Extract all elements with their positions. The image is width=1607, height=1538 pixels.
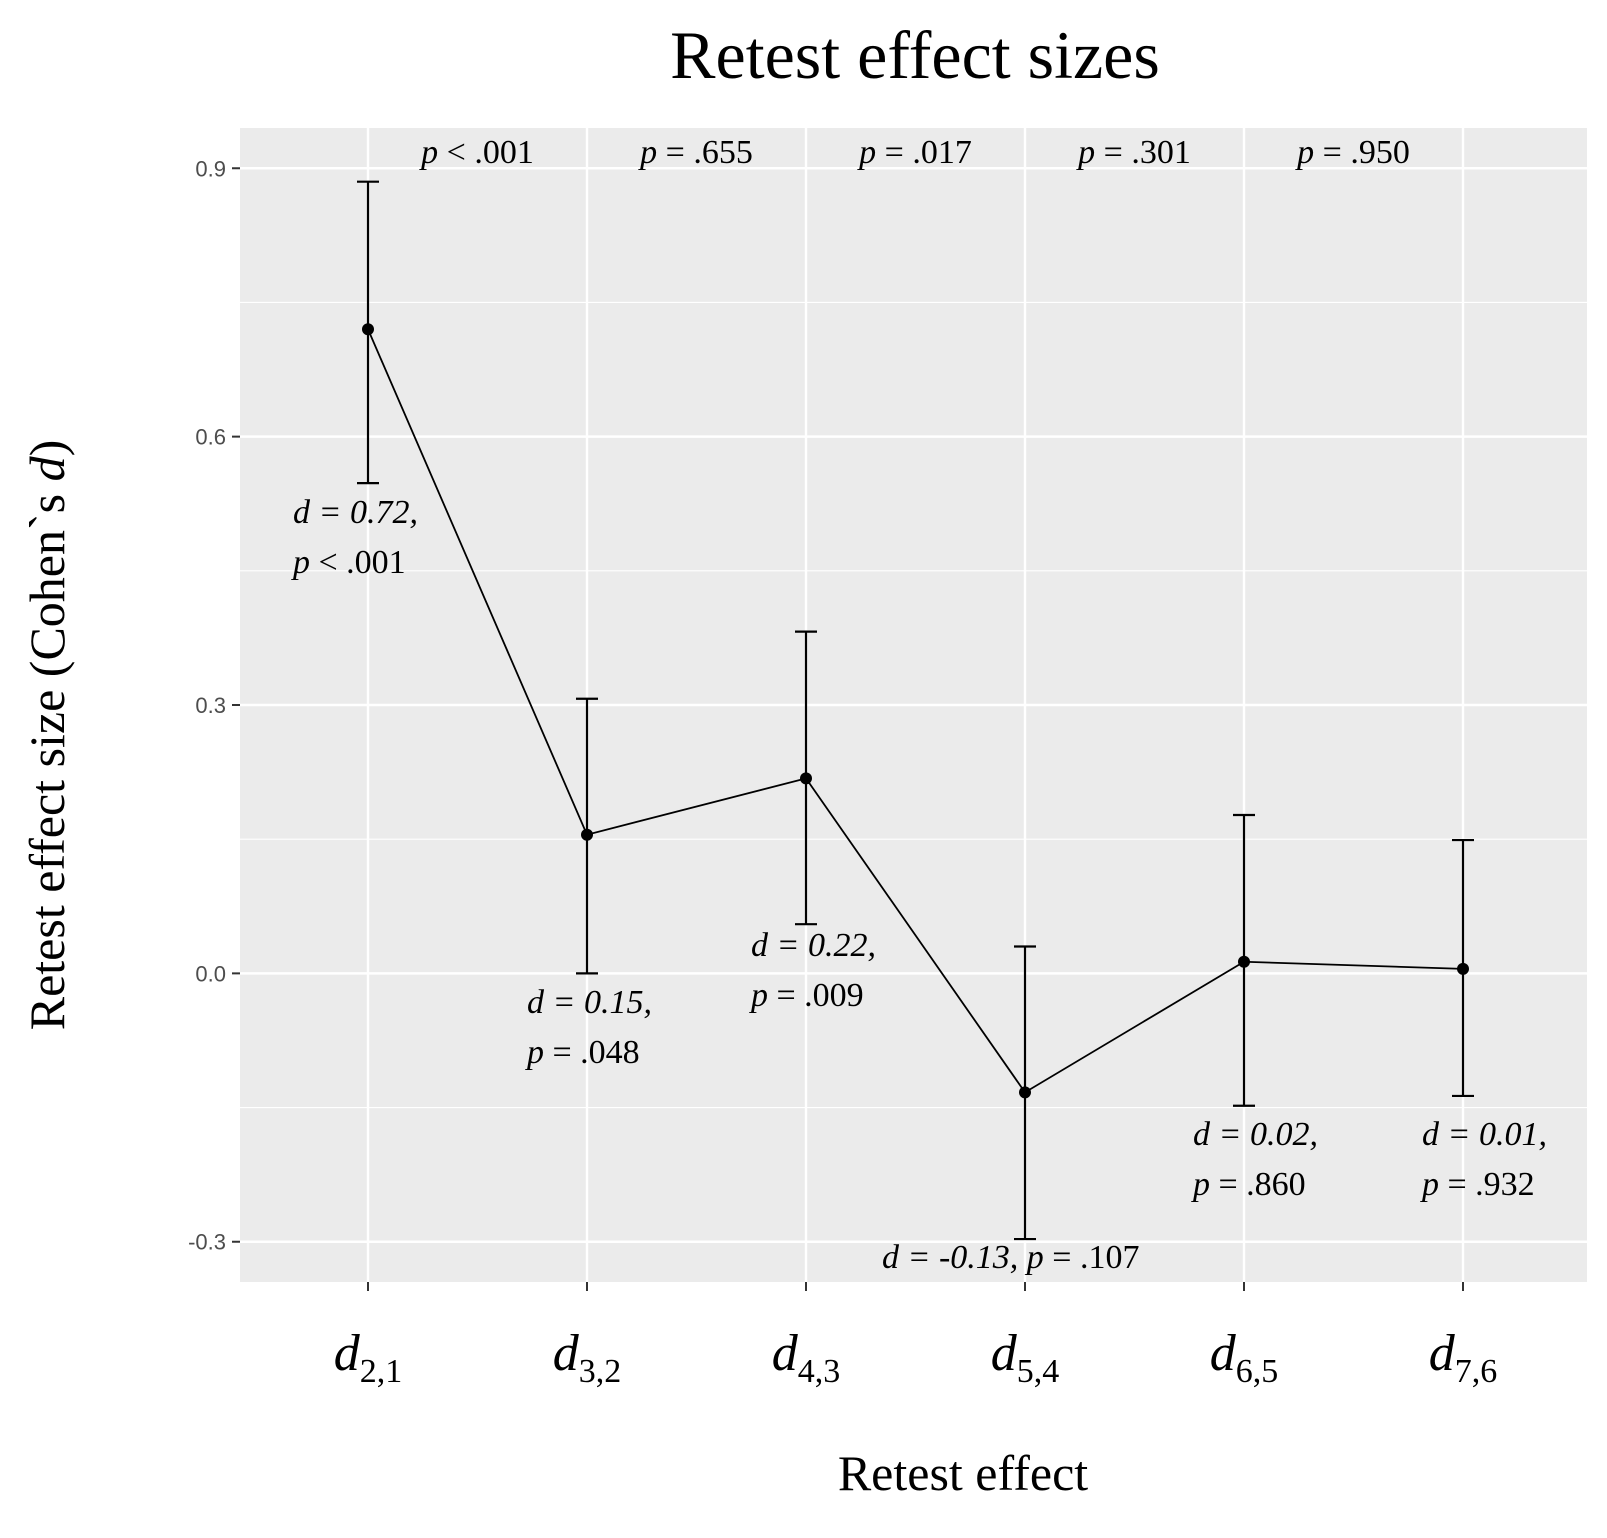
point-annotation: d = 0.22, p = .009 bbox=[749, 927, 876, 1014]
data-point bbox=[1457, 962, 1469, 975]
chart-title: Retest effect sizes bbox=[670, 17, 1160, 93]
comparison-label: p = .017 bbox=[857, 134, 972, 171]
point-annotation-d: d = 0.72, bbox=[293, 494, 418, 531]
point-annotation-p: p = .932 bbox=[1420, 1166, 1535, 1203]
point-annotation: d = 0.15, p = .048 bbox=[525, 984, 652, 1071]
data-point bbox=[1238, 955, 1250, 968]
point-annotation-p: p = .048 bbox=[525, 1034, 640, 1071]
data-point bbox=[362, 323, 374, 336]
y-axis-title: Retest effect size (Cohen`s d) bbox=[19, 440, 75, 1031]
x-tick-label: d2,1 bbox=[334, 1325, 403, 1390]
x-tick-label: d3,2 bbox=[553, 1325, 622, 1390]
series-line bbox=[367, 328, 1464, 1094]
data-points bbox=[362, 323, 1469, 1099]
x-tick-label: d4,3 bbox=[772, 1325, 841, 1390]
y-tick-label: 0.9 bbox=[195, 156, 226, 181]
point-annotation-p: p < .001 bbox=[291, 544, 406, 581]
point-annotation-p: p = .009 bbox=[749, 977, 864, 1014]
x-tick-label: d5,4 bbox=[991, 1325, 1060, 1390]
point-annotation-p: p = .860 bbox=[1191, 1166, 1306, 1203]
data-point bbox=[800, 772, 812, 785]
point-annotation: d = 0.02, p = .860 bbox=[1191, 1116, 1318, 1203]
comparison-label: p < .001 bbox=[419, 134, 534, 171]
data-point bbox=[1019, 1086, 1031, 1099]
series-line-group bbox=[367, 328, 1464, 1094]
comparison-label: p = .301 bbox=[1076, 134, 1191, 171]
y-tick-label: 0.6 bbox=[195, 425, 226, 450]
point-annotation-d: d = 0.15, bbox=[527, 984, 652, 1021]
point-annotation-d: d = 0.01, bbox=[1422, 1116, 1547, 1153]
point-annotation-d: d = 0.22, bbox=[751, 927, 876, 964]
axes: -0.3 0.0 0.3 0.6 0.9 d2,1 d3,2 d4,3 d5,4 d6,5 d7,6 bbox=[188, 156, 1497, 1390]
x-tick-label: d6,5 bbox=[1210, 1325, 1279, 1390]
x-axis-title: Retest effect bbox=[838, 1445, 1088, 1501]
y-tick-label: -0.3 bbox=[188, 1230, 226, 1255]
comparison-label: p = .655 bbox=[638, 134, 753, 171]
point-annotation-d: d = -0.13, p = .107 bbox=[882, 1239, 1139, 1276]
comparison-annotations: p < .001 p = .655 p = .017 p = .301 p = .950 bbox=[419, 134, 1410, 171]
y-tick-label: 0.0 bbox=[195, 961, 226, 986]
point-annotation: d = -0.13, p = .107 bbox=[882, 1239, 1139, 1276]
y-axis-title-italic: d bbox=[19, 455, 75, 481]
point-annotation: d = 0.01, p = .932 bbox=[1420, 1116, 1547, 1203]
comparison-label: p = .950 bbox=[1295, 134, 1410, 171]
y-tick-label: 0.3 bbox=[195, 693, 226, 718]
y-axis-title-suffix: ) bbox=[19, 440, 75, 457]
data-point bbox=[581, 828, 593, 841]
point-annotation: d = 0.72, p < .001 bbox=[291, 494, 418, 581]
x-tick-label: d7,6 bbox=[1429, 1325, 1498, 1390]
y-axis-title-prefix: Retest effect size (Cohen`s bbox=[19, 481, 75, 1030]
point-annotation-d: d = 0.02, bbox=[1193, 1116, 1318, 1153]
